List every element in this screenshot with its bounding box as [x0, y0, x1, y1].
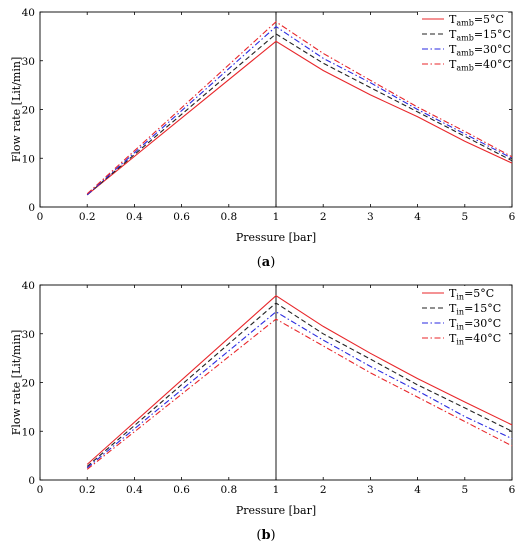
y-tick-label: 20 — [22, 105, 35, 117]
x-tick-label: 0.4 — [126, 484, 143, 496]
y-axis-label: Flow rate [Lit/min] — [10, 57, 23, 163]
y-tick-label: 40 — [22, 7, 35, 19]
legend-box — [418, 286, 508, 352]
legend-box — [418, 12, 508, 78]
x-tick-label: 2 — [320, 211, 327, 223]
series-line-1 — [86, 40, 513, 196]
x-tick-label: 1 — [273, 211, 280, 223]
y-axis-label: Flow rate [Lit/min] — [10, 330, 23, 436]
legend-entry: Tamb=40°C — [449, 58, 511, 73]
legend-entry: Tin=30°C — [449, 317, 501, 332]
y-tick-label: 40 — [22, 280, 35, 292]
x-tick-label: 0.8 — [220, 484, 237, 496]
y-tick-label: 0 — [28, 475, 35, 487]
y-tick-label: 30 — [22, 329, 35, 341]
x-tick-label: 3 — [367, 211, 374, 223]
y-tick-label: 0 — [28, 202, 35, 214]
x-axis-label: Pressure [bar] — [236, 504, 316, 517]
legend-entry: Tin=5°C — [449, 287, 494, 302]
series-line-2 — [86, 302, 513, 467]
y-tick-label: 30 — [22, 56, 35, 68]
series-line-4 — [86, 318, 513, 470]
x-tick-label: 0 — [37, 211, 44, 223]
x-tick-label: 3 — [367, 484, 374, 496]
legend-entry: Tin=40°C — [449, 332, 501, 347]
x-tick-label: 0.8 — [220, 211, 237, 223]
legend-entry: Tamb=30°C — [449, 43, 511, 58]
legend-entry: Tamb=5°C — [449, 13, 504, 28]
chart-panel-a: 0 0.2 0.4 0.6 0.8 1 2 3 4 5 6 0 10 20 30 40 Pressure [ba… — [10, 7, 516, 270]
y-tick-label: 10 — [22, 426, 35, 438]
x-tick-label: 0.6 — [173, 211, 190, 223]
x-tick-label: 5 — [461, 211, 468, 223]
x-tick-label: 2 — [320, 484, 327, 496]
x-tick-label: 5 — [461, 484, 468, 496]
legend-entry: Tamb=15°C — [449, 28, 511, 43]
x-tick-label: 6 — [509, 484, 516, 496]
series-line-3 — [86, 25, 513, 196]
legend-entry: Tin=15°C — [449, 302, 501, 317]
x-tick-label: 1 — [273, 484, 280, 496]
series-line-1 — [86, 295, 513, 465]
x-tick-label: 0.4 — [126, 211, 143, 223]
x-tick-label: 0 — [37, 484, 44, 496]
series-line-2 — [86, 33, 513, 196]
x-tick-label: 0.6 — [173, 484, 190, 496]
series-line-3 — [86, 311, 513, 469]
y-tick-label: 20 — [22, 378, 35, 390]
x-tick-label: 4 — [414, 211, 421, 223]
series-line-4 — [86, 21, 513, 195]
y-tick-label: 10 — [22, 153, 35, 165]
x-tick-label: 0.2 — [79, 211, 96, 223]
subfigure-label: (b) — [256, 528, 275, 543]
x-tick-label: 4 — [414, 484, 421, 496]
x-tick-label: 0.2 — [79, 484, 96, 496]
subfigure-label: (a) — [257, 255, 276, 270]
x-axis-label: Pressure [bar] — [236, 231, 316, 244]
chart-panel-b: 0 0.2 0.4 0.6 0.8 1 2 3 4 5 6 0 10 20 30 40 Pressure [ba… — [10, 280, 516, 543]
x-tick-label: 6 — [509, 211, 516, 223]
